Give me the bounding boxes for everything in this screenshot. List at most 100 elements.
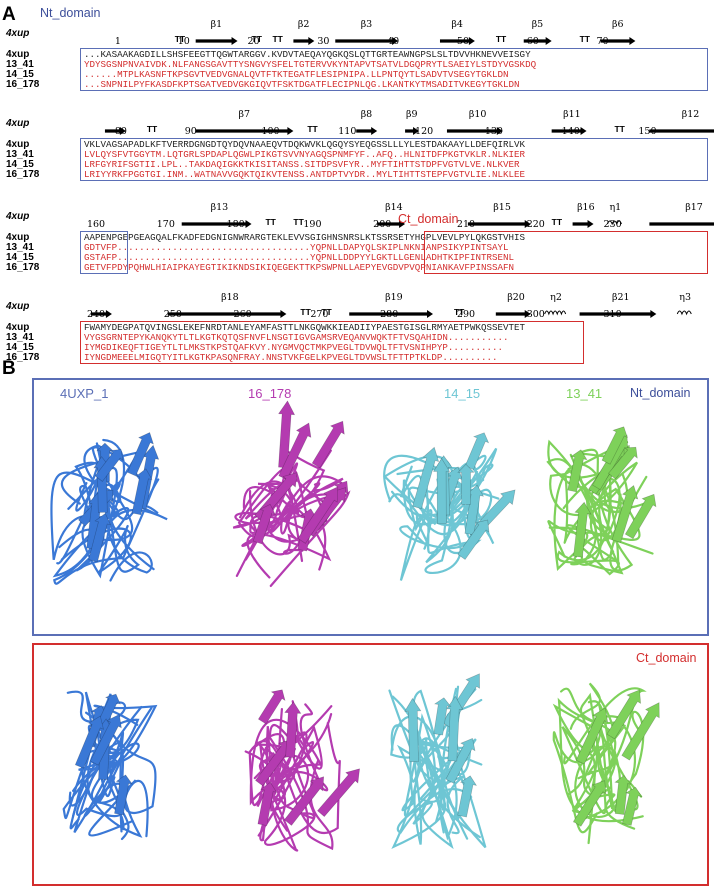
beta-strand-cartoon — [412, 446, 440, 510]
beta-strand-label: β10 — [468, 109, 487, 120]
protein-label-4uxp: 4UXP_1 — [60, 386, 109, 401]
beta-strand-label: β11 — [563, 109, 581, 120]
beta-strand-label: β12 — [681, 109, 700, 120]
beta-strand-label: β19 — [385, 292, 403, 303]
sequence-text: VKLVAGSAPADLKFTVERRDGNGDTQYDQVNAAEQVTDQK… — [84, 139, 526, 150]
sequence-text: YDYSGSNPNVAIVDK.NLFANGSGAVTTYSNGVYSFELTG… — [84, 59, 537, 70]
beta-strand-cartoon — [114, 774, 133, 816]
beta-strand-cartoon — [74, 715, 104, 769]
beta-strand-arrow — [649, 129, 714, 133]
sequence-name: 16_178 — [6, 79, 40, 90]
residue-number: 160 — [86, 219, 106, 230]
turn-label: TT — [272, 34, 283, 44]
beta-strand-label: β7 — [238, 109, 251, 120]
beta-strand-arrow — [495, 310, 531, 318]
sequence-text: LRIYYRKFPGGTGI.INM..WATNAVVGQKTQIKVTENSS… — [84, 169, 526, 180]
helix-coil — [544, 310, 567, 316]
ct-structure-4uxp — [62, 690, 158, 841]
loop-coil — [53, 438, 159, 585]
secondary-structure-track — [195, 37, 636, 45]
residue-number: 310 — [603, 309, 622, 320]
protein-label-14-15: 14_15 — [444, 386, 481, 401]
turn-label: TT — [146, 124, 158, 134]
secondary-structure-track — [181, 220, 714, 228]
beta-strand-cartoon — [404, 697, 422, 763]
alignment-ref-label: 4xup — [6, 211, 30, 222]
beta-strand-cartoon — [127, 432, 154, 477]
beta-strand-arrow — [349, 310, 433, 318]
turn-label: TT — [293, 217, 304, 227]
loop-coil — [66, 690, 157, 838]
sequence-text: IYMGDIKEQFTIGEYTLTLMKSTKPSTQAFKVY.NYGMVQ… — [84, 342, 504, 353]
beta-strand-label: β13 — [210, 202, 229, 213]
beta-strand-cartoon — [622, 786, 643, 826]
beta-strand-arrow — [195, 37, 238, 45]
beta-strand-cartoon — [89, 713, 122, 766]
residue-number: 270 — [310, 309, 329, 320]
beta-strand-cartoon — [284, 701, 302, 758]
sequence-name: 16_178 — [6, 352, 40, 363]
beta-strand-arrow — [572, 220, 594, 228]
residue-number: 140 — [561, 126, 580, 137]
beta-strand-cartoon — [608, 446, 638, 480]
loop-coil — [60, 446, 141, 542]
alignment-domain-box — [80, 321, 584, 364]
protein-label-13-41: 13_41 — [566, 386, 603, 401]
nt-structure-16_178 — [232, 400, 351, 587]
loop-coil — [419, 470, 482, 555]
beta-strand-cartoon — [614, 775, 632, 815]
turn-label: TT — [307, 124, 318, 134]
beta-strand-cartoon — [257, 781, 278, 826]
helix-label: η1 — [609, 202, 622, 213]
residue-number: 210 — [456, 219, 476, 230]
residue-number: 10 — [177, 36, 190, 47]
turn-label: TT — [614, 124, 625, 134]
residue-number: 110 — [338, 126, 357, 137]
alignment-ref-label: 4xup — [6, 301, 30, 312]
beta-strand-cartoon — [88, 513, 112, 563]
turn-label: TT — [551, 217, 563, 227]
residue-number: 40 — [387, 36, 400, 47]
ct-domain-label-a: Ct_domain — [398, 212, 459, 226]
alignment-domain-box — [80, 231, 128, 274]
loop-coil — [234, 475, 345, 555]
beta-strand-cartoon — [567, 449, 588, 493]
beta-strand-label: β1 — [210, 19, 223, 30]
residue-number: 230 — [603, 219, 622, 230]
sequence-name: 13_41 — [6, 149, 34, 160]
beta-strand-cartoon — [94, 449, 124, 482]
ct-domain-box — [32, 643, 709, 886]
beta-strand-label: β9 — [406, 109, 418, 120]
beta-strand-cartoon — [601, 426, 628, 465]
residue-number: 100 — [261, 126, 280, 137]
beta-strand-cartoon — [252, 503, 276, 545]
beta-strand-cartoon — [317, 768, 360, 818]
residue-number: 170 — [156, 219, 175, 230]
beta-strand-cartoon — [442, 673, 480, 728]
loop-coil — [60, 442, 141, 574]
beta-strand-arrow — [356, 127, 378, 135]
turn-label: TT — [300, 307, 311, 317]
beta-strand-cartoon — [311, 420, 345, 469]
sequence-name: 4xup — [6, 139, 30, 150]
alignment-ref-label: 4xup — [6, 28, 30, 39]
secondary-structure-track — [90, 310, 692, 318]
beta-strand-arrow — [523, 37, 552, 45]
beta-strand-label: β2 — [297, 19, 310, 30]
sequence-text: LVLQYSFVTGGYTM.LQTGRLSPDAPLQGWLPIKGTSVVN… — [84, 149, 526, 160]
beta-strand-cartoon — [624, 493, 657, 540]
beta-strand-arrow — [600, 37, 636, 45]
beta-strand-arrow — [104, 127, 126, 135]
loop-coil — [577, 703, 636, 830]
sequence-text: VYGSGRNTEPYKANQKYTLTLKGTKQTQSFNVFLNSGTIG… — [84, 332, 509, 343]
loop-coil — [390, 715, 469, 841]
beta-strand-arrow — [551, 127, 587, 135]
beta-strand-cartoon — [283, 776, 325, 826]
loop-coil — [248, 477, 344, 556]
beta-strand-arrow — [446, 127, 503, 135]
beta-strand-cartoon — [278, 422, 312, 480]
turn-label: TT — [495, 34, 507, 44]
beta-strand-arrow — [649, 222, 714, 226]
beta-strand-label: β15 — [493, 202, 511, 213]
